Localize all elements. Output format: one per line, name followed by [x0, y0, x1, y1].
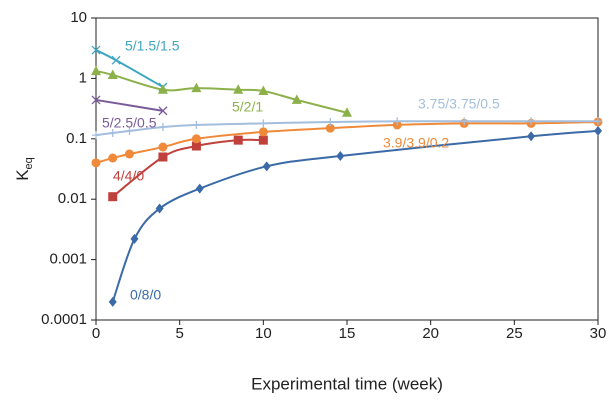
- marker: [130, 233, 139, 244]
- marker: [342, 107, 352, 117]
- marker: [91, 95, 101, 105]
- marker: [92, 131, 100, 140]
- marker: [594, 125, 602, 136]
- y-label-main: K: [13, 169, 32, 181]
- marker: [91, 65, 101, 76]
- y-tick-label: 0.001: [49, 251, 87, 268]
- plot-frame: [95, 17, 599, 321]
- y-axis-label: Keq: [13, 157, 34, 181]
- marker: [233, 84, 244, 94]
- marker: [155, 203, 164, 214]
- x-tick-label: 10: [255, 325, 272, 342]
- marker: [262, 161, 271, 172]
- series-line: [111, 129, 599, 303]
- marker: [108, 192, 118, 202]
- series-label: 5/1.5/1.5: [125, 38, 180, 54]
- series-label: 3.9/3.9/0.2: [383, 135, 449, 151]
- x-tick-label: 20: [422, 325, 439, 342]
- marker: [258, 85, 269, 95]
- y-tick-label: 0.01: [58, 190, 87, 207]
- marker: [125, 126, 134, 135]
- x-tick-label: 5: [175, 325, 183, 342]
- y-label-sub: eq: [23, 157, 35, 169]
- marker: [336, 150, 345, 161]
- marker: [158, 122, 167, 131]
- marker: [393, 117, 402, 126]
- marker: [157, 84, 168, 94]
- series-line: [95, 49, 164, 88]
- marker: [191, 134, 201, 144]
- series-label: 3.75/3.75/0.5: [418, 96, 500, 112]
- x-tick-label: 15: [339, 325, 356, 342]
- marker: [195, 183, 204, 194]
- marker: [124, 149, 134, 159]
- marker: [594, 117, 602, 126]
- x-tick-label: 25: [506, 325, 523, 342]
- marker: [233, 135, 243, 145]
- marker: [191, 82, 202, 93]
- marker: [291, 94, 302, 104]
- marker: [108, 128, 117, 137]
- marker: [326, 117, 335, 126]
- marker: [259, 119, 268, 128]
- marker: [527, 117, 536, 126]
- marker: [108, 153, 118, 163]
- marker: [258, 127, 268, 137]
- marker: [158, 106, 168, 116]
- marker: [158, 152, 168, 162]
- y-tick-label: 1: [79, 69, 87, 86]
- series-label: 4/4/0: [113, 168, 144, 184]
- x-tick-label: 0: [92, 325, 100, 342]
- marker: [158, 142, 168, 152]
- series-line: [95, 120, 599, 164]
- series-label: 5/2.5/0.5: [102, 115, 157, 131]
- marker: [325, 123, 335, 133]
- series-line: [95, 98, 164, 112]
- y-tick-label: 0.0001: [41, 311, 87, 328]
- marker: [192, 120, 201, 129]
- marker: [527, 131, 536, 142]
- marker: [108, 296, 117, 307]
- marker: [191, 141, 201, 151]
- y-tick-label: 10: [70, 9, 87, 26]
- series-label: 5/2/1: [232, 99, 263, 115]
- marker: [91, 158, 101, 168]
- marker: [258, 135, 268, 145]
- y-tick-label: 0.1: [66, 130, 87, 147]
- series-label: 0/8/0: [130, 287, 161, 303]
- x-tick-label: 30: [590, 325, 607, 342]
- marker: [91, 45, 101, 55]
- marker: [111, 55, 121, 65]
- marker: [460, 117, 469, 126]
- x-axis-label: Experimental time (week): [251, 374, 443, 393]
- marker: [107, 69, 118, 79]
